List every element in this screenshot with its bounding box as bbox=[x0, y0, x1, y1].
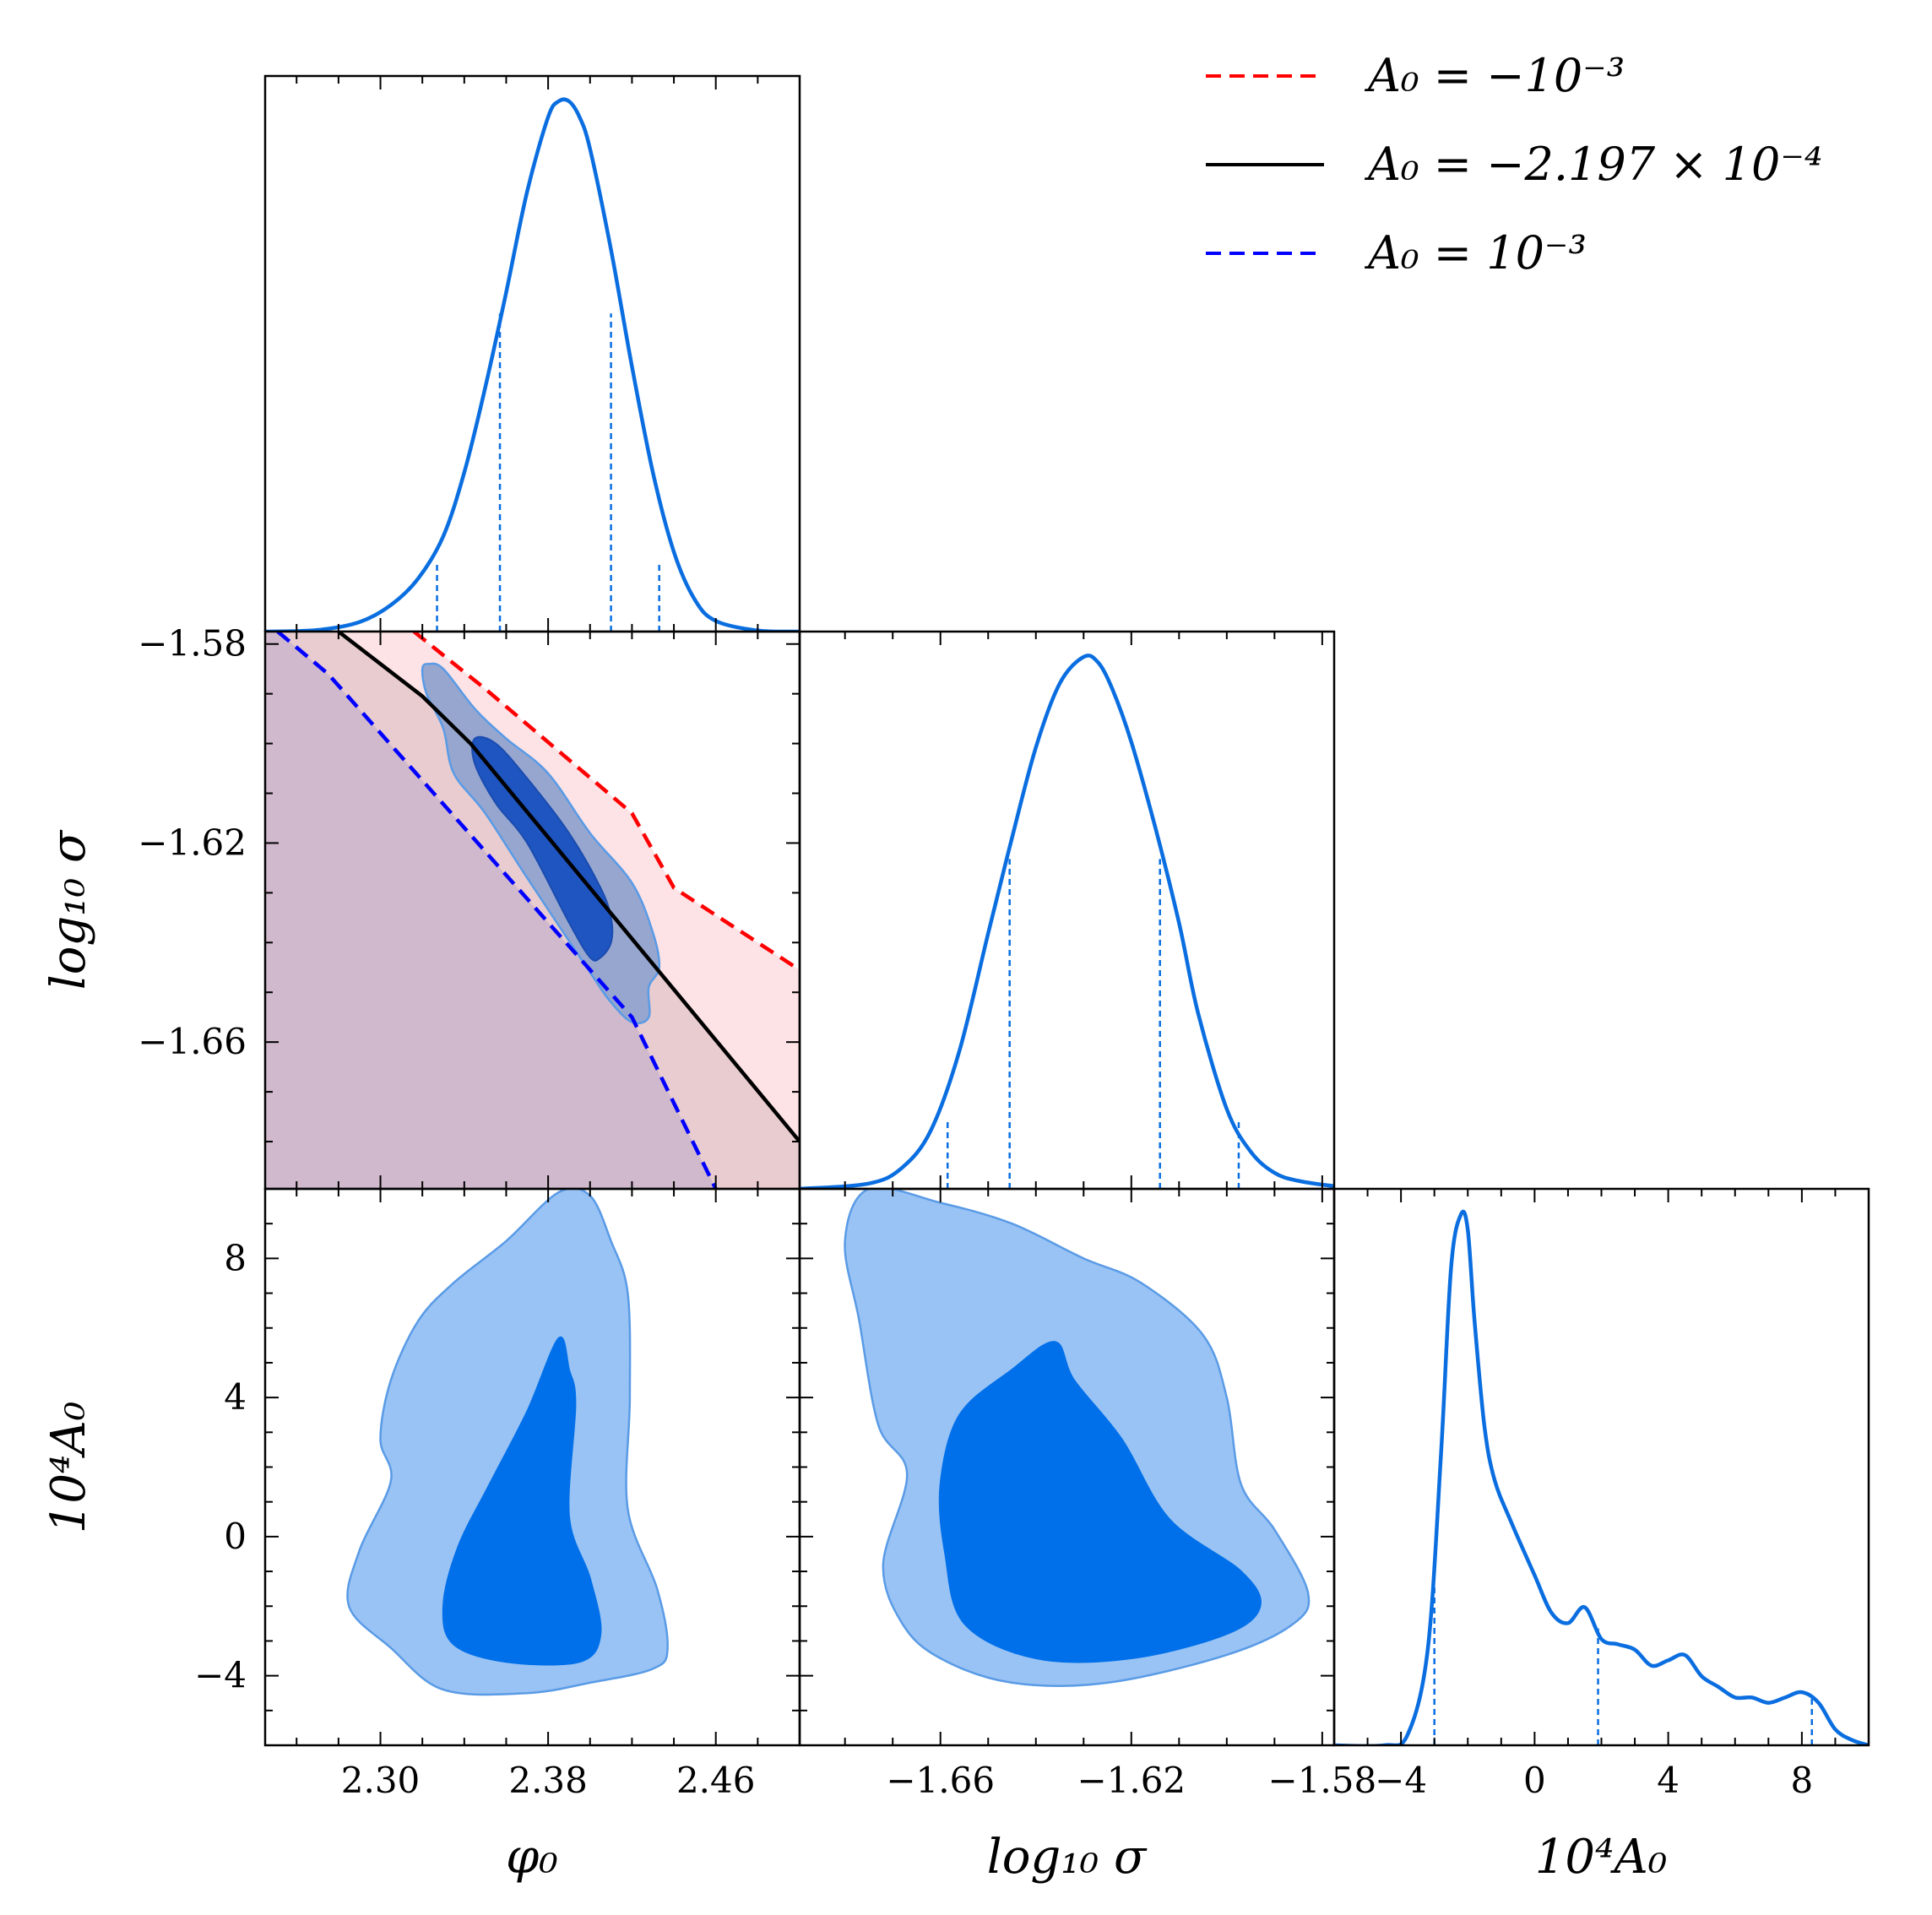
x-tick-label: 2.46 bbox=[676, 1760, 756, 1801]
panel-frame bbox=[263, 74, 801, 633]
marginal-plot bbox=[800, 654, 1334, 1189]
y-tick-label: −1.62 bbox=[138, 822, 247, 863]
joint-plot bbox=[346, 1189, 669, 1696]
y-tick-label: 4 bbox=[224, 1376, 247, 1418]
panel-A0-marginal: −4 0 4 8 bbox=[1332, 1187, 1870, 1801]
y-tick-label: 8 bbox=[224, 1237, 247, 1278]
x-axis-label-phi0: φ₀ bbox=[506, 1830, 558, 1885]
x-tick-label: −1.58 bbox=[1268, 1760, 1377, 1801]
x-tick-label: 8 bbox=[1791, 1760, 1814, 1801]
x-tick-label: −1.62 bbox=[1077, 1760, 1186, 1801]
panel-frame bbox=[798, 630, 1336, 1191]
panel-phi0-vs-log10sigma: −1.66 −1.62 −1.58 bbox=[138, 623, 801, 1191]
legend-label-red: A₀ = −10⁻³ bbox=[1364, 49, 1625, 102]
x-tick-label: −4 bbox=[1375, 1760, 1427, 1801]
contour-inner-68 bbox=[938, 1341, 1262, 1663]
panel-phi0-marginal bbox=[263, 74, 801, 633]
panel-phi0-vs-A0: 2.30 2.38 2.46 −4 0 4 8 bbox=[194, 1187, 801, 1801]
y-tick-label: −1.58 bbox=[138, 623, 247, 665]
prior-line-red bbox=[412, 632, 800, 972]
x-tick-label: 0 bbox=[1523, 1760, 1546, 1801]
marginal-density-curve bbox=[1334, 1209, 1869, 1745]
legend-label-blue: A₀ = 10⁻³ bbox=[1364, 226, 1587, 279]
marginal-plot bbox=[265, 97, 800, 632]
contour-inner-68 bbox=[442, 1336, 602, 1666]
marginal-plot bbox=[1334, 1209, 1869, 1745]
panel-frame bbox=[1332, 1187, 1870, 1747]
contour-inner-68 bbox=[471, 735, 614, 962]
y-tick-label: 0 bbox=[224, 1516, 247, 1557]
x-tick-label: 2.30 bbox=[341, 1760, 421, 1801]
legend-label-black: A₀ = −2.197 × 10⁻⁴ bbox=[1364, 138, 1823, 191]
y-axis-label-log10sigma: log₁₀ σ bbox=[41, 829, 96, 990]
x-tick-label: 4 bbox=[1657, 1760, 1680, 1801]
y-tick-label: −1.66 bbox=[138, 1021, 247, 1062]
legend: A₀ = −10⁻³ A₀ = −2.197 × 10⁻⁴ A₀ = 10⁻³ bbox=[1206, 49, 1823, 279]
joint-plot bbox=[265, 632, 800, 1189]
contour-outer-95 bbox=[346, 1189, 669, 1696]
prior-line-blue bbox=[276, 632, 718, 1189]
prior-region-blue bbox=[265, 632, 800, 1189]
y-tick-label: −4 bbox=[194, 1655, 247, 1696]
joint-plot bbox=[844, 1189, 1311, 1688]
panel-log10sigma-vs-A0: −1.66 −1.62 −1.58 bbox=[798, 1187, 1377, 1801]
panel-log10sigma-marginal bbox=[798, 630, 1336, 1191]
x-axis-label-A0: 10⁴A₀ bbox=[1535, 1830, 1668, 1885]
x-tick-label: 2.38 bbox=[508, 1760, 588, 1801]
marginal-density-curve bbox=[265, 97, 800, 632]
x-axis-label-log10sigma: log₁₀ σ bbox=[987, 1830, 1148, 1885]
prior-line-black bbox=[337, 632, 800, 1143]
x-tick-label: −1.66 bbox=[886, 1760, 995, 1801]
y-axis-label-A0: 10⁴A₀ bbox=[41, 1402, 96, 1534]
marginal-density-curve bbox=[800, 654, 1334, 1189]
